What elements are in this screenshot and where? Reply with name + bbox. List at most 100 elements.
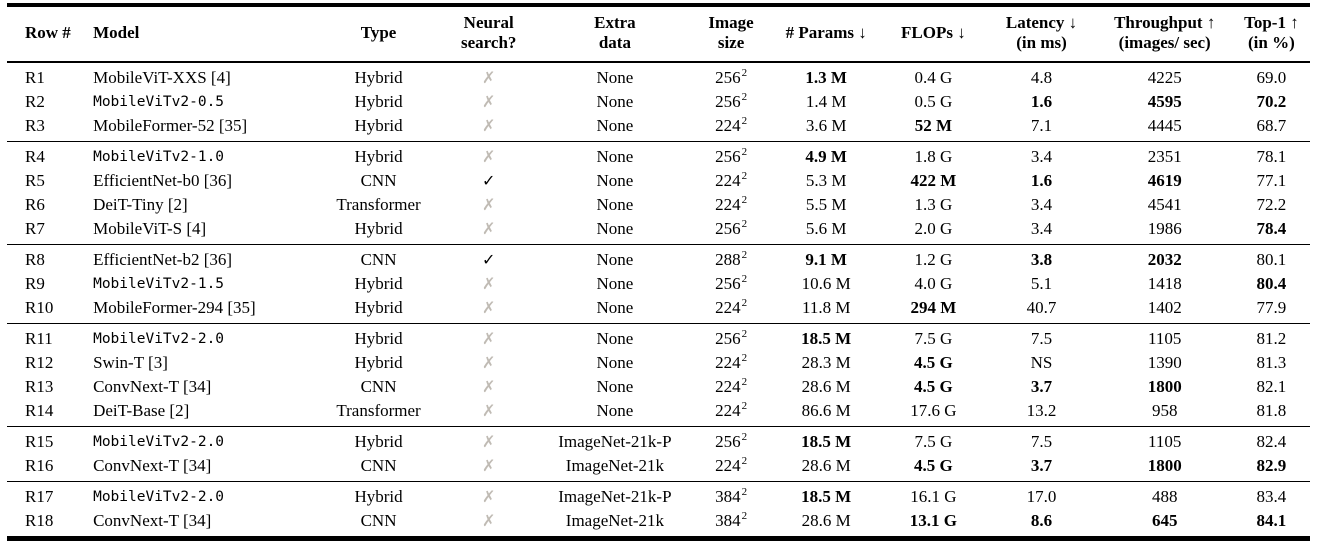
image-size-exponent: 2: [741, 194, 748, 207]
image-size-base: 256: [715, 92, 741, 111]
cell-flops: 1.8 G: [914, 147, 953, 166]
cell-neural-search: ✗: [438, 482, 540, 510]
cell-top1: 82.9: [1256, 456, 1287, 475]
cell-neural-search: ✗: [438, 296, 540, 324]
cell-flops: 4.0 G: [914, 274, 953, 293]
cell-flops: 17.6 G: [910, 401, 957, 420]
cell-throughput: 2351: [1147, 147, 1182, 166]
cell-extra-data: None: [596, 353, 634, 372]
cell-latency: 1.6: [1030, 171, 1053, 190]
col-header-neural-search: Neural search?: [461, 13, 517, 52]
cell-top1: 82.4: [1256, 432, 1287, 451]
cell-image-size: 2882: [690, 245, 772, 273]
cell-flops: 1.3 G: [914, 195, 953, 214]
table-group: R15 MobileViTv2-2.0 Hybrid ✗ ImageNet-21k-P 2…: [7, 426, 1310, 482]
cross-icon: ✗: [482, 456, 496, 475]
cell-params: 28.6 M: [801, 511, 851, 530]
cell-throughput: 1105: [1148, 329, 1182, 348]
cell-model: ConvNext-T [34]: [93, 456, 212, 475]
image-size-base: 256: [715, 219, 741, 238]
cell-latency: 7.5: [1030, 432, 1053, 451]
cell-neural-search: ✗: [438, 324, 540, 352]
cell-neural-search: ✓: [438, 245, 540, 273]
col-header-model: Model: [93, 23, 140, 42]
table-group: R17 MobileViTv2-2.0 Hybrid ✗ ImageNet-21k-P 3…: [7, 481, 1310, 539]
image-size-base: 224: [715, 195, 741, 214]
cell-top1: 81.8: [1256, 401, 1287, 420]
cell-model: MobileViTv2-1.0: [93, 149, 225, 165]
cross-icon: ✗: [482, 329, 496, 348]
cross-icon: ✗: [482, 377, 496, 396]
image-size-exponent: 2: [741, 328, 748, 341]
table-row-R7: R7 MobileViT-S [4] Hybrid ✗ None 2562 5.6 M 2.0…: [7, 217, 1310, 245]
cell-type: Transformer: [336, 195, 421, 214]
image-size-exponent: 2: [741, 146, 748, 159]
cell-image-size: 2562: [690, 62, 772, 90]
cell-extra-data: None: [596, 195, 634, 214]
cell-top1: 78.1: [1256, 147, 1287, 166]
cell-top1: 80.4: [1256, 274, 1287, 293]
cross-icon: ✗: [482, 195, 496, 214]
cell-type: Hybrid: [354, 92, 403, 111]
table-row-R14: R14 DeiT-Base [2] Transformer ✗ None 2242 86.6…: [7, 399, 1310, 427]
cell-model: MobileViTv2-2.0: [93, 489, 225, 505]
cell-latency: 17.0: [1026, 487, 1057, 506]
cell-params: 3.6 M: [805, 116, 847, 135]
cell-top1: 68.7: [1256, 116, 1287, 135]
table-row-R3: R3 MobileFormer-52 [35] Hybrid ✗ None 2242 3.6…: [7, 114, 1310, 142]
cell-extra-data: None: [596, 274, 634, 293]
cell-latency: 3.4: [1030, 147, 1053, 166]
cell-throughput: 4541: [1147, 195, 1182, 214]
cell-throughput: 645: [1151, 511, 1178, 530]
cell-image-size: 2242: [690, 193, 772, 217]
cell-model: MobileViT-XXS [4]: [93, 68, 231, 87]
cell-flops: 422 M: [910, 171, 957, 190]
cell-model: MobileFormer-294 [35]: [93, 298, 256, 317]
col-header-extra-data: Extra data: [594, 13, 636, 52]
cell-row-id: R11: [25, 329, 53, 348]
cell-extra-data: None: [596, 329, 634, 348]
image-size-base: 256: [715, 68, 741, 87]
cell-flops: 0.4 G: [914, 68, 953, 87]
cell-params: 5.5 M: [805, 195, 847, 214]
cell-extra-data: ImageNet-21k: [565, 511, 664, 530]
cell-row-id: R9: [25, 274, 45, 293]
cell-row-id: R13: [25, 377, 54, 396]
cell-model: DeiT-Base [2]: [93, 401, 190, 420]
cell-flops: 16.1 G: [910, 487, 957, 506]
cell-neural-search: ✗: [438, 193, 540, 217]
cell-latency: 13.2: [1026, 401, 1057, 420]
cell-throughput: 958: [1151, 401, 1178, 420]
cell-neural-search: ✗: [438, 90, 540, 114]
cell-top1: 82.1: [1256, 377, 1287, 396]
table-row-R13: R13 ConvNext-T [34] CNN ✗ None 2242 28.6 M 4.5 …: [7, 375, 1310, 399]
cell-top1: 81.3: [1256, 353, 1287, 372]
table-row-R1: R1 MobileViT-XXS [4] Hybrid ✗ None 2562 1.3 M 0…: [7, 62, 1310, 90]
cell-neural-search: ✗: [438, 217, 540, 245]
cell-extra-data: None: [596, 147, 634, 166]
cell-latency: 8.6: [1030, 511, 1053, 530]
cell-image-size: 2562: [690, 427, 772, 455]
results-table: Row # Model Type Neural search? Extra da…: [7, 3, 1310, 541]
check-icon: ✓: [482, 171, 496, 190]
cell-extra-data: ImageNet-21k-P: [558, 432, 672, 451]
image-size-exponent: 2: [741, 400, 748, 413]
cell-model: MobileViTv2-1.5: [93, 276, 225, 292]
cell-params: 5.6 M: [805, 219, 847, 238]
cell-top1: 70.2: [1256, 92, 1287, 111]
cell-image-size: 3842: [690, 509, 772, 539]
cell-params: 11.8 M: [801, 298, 851, 317]
table-row-R15: R15 MobileViTv2-2.0 Hybrid ✗ ImageNet-21k-P 2…: [7, 427, 1310, 455]
table-header: Row # Model Type Neural search? Extra da…: [7, 5, 1310, 62]
cell-flops: 4.5 G: [913, 377, 953, 396]
cross-icon: ✗: [482, 92, 496, 111]
cell-extra-data: None: [596, 116, 634, 135]
cell-image-size: 2562: [690, 90, 772, 114]
cell-model: MobileViT-S [4]: [93, 219, 207, 238]
image-size-exponent: 2: [741, 91, 748, 104]
cell-throughput: 1800: [1147, 456, 1182, 475]
cell-type: CNN: [360, 511, 397, 530]
table-row-R11: R11 MobileViTv2-2.0 Hybrid ✗ None 2562 18.5 M 7…: [7, 324, 1310, 352]
